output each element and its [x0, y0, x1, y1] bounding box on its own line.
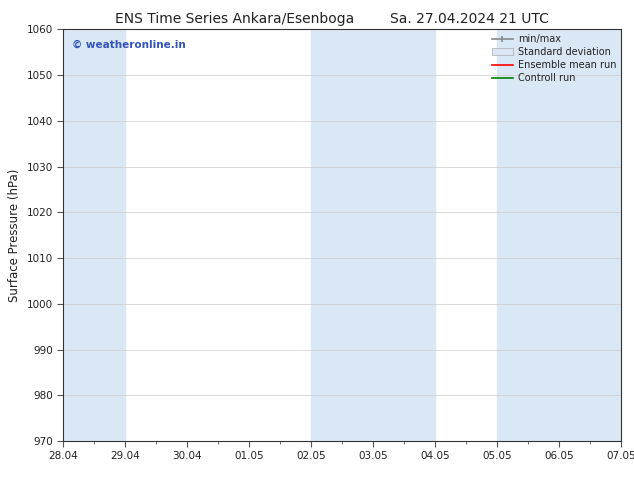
Legend: min/max, Standard deviation, Ensemble mean run, Controll run: min/max, Standard deviation, Ensemble me…: [492, 34, 616, 83]
Bar: [311, 29, 436, 441]
Text: ENS Time Series Ankara/Esenboga: ENS Time Series Ankara/Esenboga: [115, 12, 354, 26]
Y-axis label: Surface Pressure (hPa): Surface Pressure (hPa): [8, 169, 21, 302]
Bar: [63, 29, 126, 441]
Text: © weatheronline.in: © weatheronline.in: [72, 40, 186, 49]
Text: Sa. 27.04.2024 21 UTC: Sa. 27.04.2024 21 UTC: [390, 12, 548, 26]
Bar: [497, 29, 621, 441]
